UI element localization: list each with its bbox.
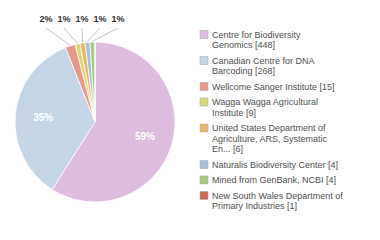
data-label: 1% xyxy=(76,14,89,24)
legend-swatch xyxy=(200,98,208,106)
legend-swatch xyxy=(200,192,208,200)
legend-label: Wellcome Sanger Institute [15] xyxy=(212,82,334,92)
data-label: 2% xyxy=(40,14,53,24)
legend-label: Mined from GenBank, NCBI [4] xyxy=(212,175,336,185)
slice xyxy=(95,42,96,122)
legend-label: Wagga Wagga AgriculturalInstitute [9] xyxy=(212,97,318,118)
legend: Centre for BiodiversityGenomics [448] Can… xyxy=(200,30,343,212)
leader-line xyxy=(82,28,83,42)
data-label: 1% xyxy=(58,14,71,24)
legend-swatch xyxy=(200,57,208,65)
legend-swatch xyxy=(200,176,208,184)
slice xyxy=(85,42,95,122)
slice xyxy=(80,43,95,122)
legend-swatch xyxy=(200,124,208,132)
chart: 59% 35% 2% 1% 1% 1% 1% Centre for BiodiversityG… xyxy=(0,0,380,240)
legend-label: Naturalis Biodiversity Center [4] xyxy=(212,160,338,170)
legend-label: New South Wales Department ofPrimary Ind… xyxy=(212,191,343,212)
data-label: 1% xyxy=(94,14,107,24)
legend-swatch xyxy=(200,161,208,169)
slices xyxy=(15,42,175,202)
data-labels: 59% 35% 2% 1% 1% 1% 1% xyxy=(33,14,155,142)
data-label: 35% xyxy=(33,112,53,123)
leader-line xyxy=(64,28,77,43)
legend-swatch xyxy=(200,83,208,91)
data-label: 1% xyxy=(112,14,125,24)
legend-label: Canadian Centre for DNABarcoding [268] xyxy=(212,56,315,77)
legend-label: Centre for BiodiversityGenomics [448] xyxy=(212,30,301,51)
slice xyxy=(90,42,95,122)
legend-label: United States Department ofAgriculture, … xyxy=(212,123,328,154)
data-label: 59% xyxy=(135,131,155,142)
legend-swatch xyxy=(200,31,208,39)
leader-line xyxy=(92,28,118,41)
leader-line xyxy=(87,28,100,42)
